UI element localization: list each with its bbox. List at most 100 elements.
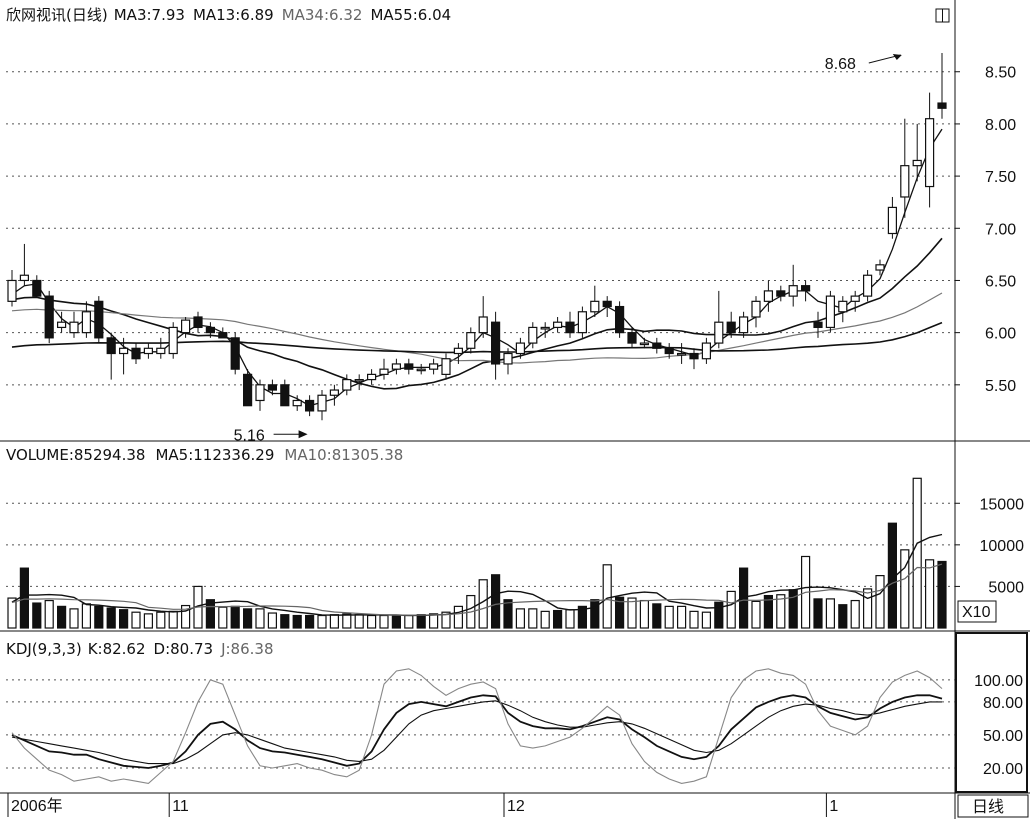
candle-up <box>416 368 426 372</box>
candle-up <box>850 295 860 302</box>
period-button[interactable]: 日线 <box>957 794 1029 818</box>
candle-down <box>627 332 637 344</box>
high-price-arrowhead <box>892 53 902 60</box>
volume-bar-down <box>230 605 240 629</box>
kdj-d-line <box>11 700 942 765</box>
volume-bar-down <box>305 614 315 629</box>
candle-down <box>404 363 414 370</box>
volume-tick-label: 5000 <box>988 579 1024 596</box>
volume-bar-up <box>218 606 228 629</box>
candle-down <box>305 399 315 412</box>
candle-down <box>230 337 240 370</box>
price-panel: 8.50 8.00 7.50 7.00 6.50 6.00 5.50 8.68 5.16 欣网… <box>6 6 1016 444</box>
volume-bar-up <box>181 604 191 629</box>
candle-up <box>540 326 550 330</box>
volume-bar-up <box>639 599 650 629</box>
candle-up <box>118 347 129 355</box>
volume-bar-up <box>776 594 786 629</box>
price-tick-label: 8.00 <box>985 117 1016 134</box>
candle-up <box>19 274 29 282</box>
candle-up <box>862 274 873 297</box>
date-label: 11 <box>172 798 189 815</box>
volume-bar-down <box>94 605 104 629</box>
volume-bar-up <box>367 614 377 629</box>
candle-up <box>900 165 910 198</box>
candle-up <box>875 264 885 271</box>
price-tick-label: 6.00 <box>985 326 1016 343</box>
date-label: 2006年 <box>11 797 63 815</box>
candle-up <box>552 321 563 329</box>
volume-bar-up <box>676 605 687 629</box>
volume-bar-down <box>788 589 798 629</box>
candle-up <box>56 321 67 329</box>
volume-tick-label: 10000 <box>980 538 1025 555</box>
candle-up <box>751 300 761 318</box>
chart-period: (日线) <box>66 6 108 24</box>
volume-bar-up <box>689 610 699 629</box>
candle-down <box>813 321 823 329</box>
candle-up <box>81 311 92 334</box>
candle-down <box>689 352 699 360</box>
volume-moving-averages <box>11 533 943 617</box>
candle-down <box>106 337 116 355</box>
date-axis: 2006年 11 12 1 <box>7 793 838 817</box>
period-button-label: 日线 <box>972 798 1004 816</box>
ma34-label: MA34:6.32 <box>282 6 363 24</box>
volume-bar-up <box>131 611 141 629</box>
kdj-axis-box <box>955 632 1028 793</box>
candle-up <box>838 300 848 313</box>
candle-up <box>676 352 687 356</box>
stock-name: 欣网视讯 <box>6 6 66 24</box>
volume-bar-down <box>838 604 848 629</box>
volume-bar-down <box>205 599 215 629</box>
candle-up <box>825 295 836 329</box>
volume-bar-down <box>243 608 253 629</box>
volume-bar-up <box>875 575 885 629</box>
kdj-tick-label: 20.00 <box>983 761 1023 778</box>
volume-bar-up <box>701 611 712 629</box>
volume-bar-up <box>602 564 612 629</box>
volume-bar-down <box>652 603 662 629</box>
candle-up <box>466 332 476 349</box>
vol-ma10-line <box>11 563 943 616</box>
candle-up <box>69 321 79 334</box>
volume-bar-up <box>342 613 352 629</box>
volume-bar-down <box>416 614 426 629</box>
candle-up <box>453 347 463 355</box>
volume-bars <box>7 477 947 629</box>
candle-up <box>590 300 600 313</box>
volume-bar-up <box>924 559 935 629</box>
candle-down <box>205 326 215 334</box>
vol-ma5-line <box>11 533 943 617</box>
volume-bar-up <box>862 588 873 629</box>
ma55-label: MA55:6.04 <box>370 6 451 24</box>
volume-bar-down <box>552 609 563 629</box>
ma13-line <box>11 237 943 390</box>
candle-down <box>193 316 203 329</box>
low-price-label: 5.16 <box>234 427 265 444</box>
volume-bar-up <box>565 609 575 629</box>
candle-down <box>280 384 290 407</box>
candle-up <box>714 321 724 344</box>
volume-bar-up <box>453 605 463 629</box>
candle-up <box>912 159 922 167</box>
volume-bar-up <box>267 612 277 629</box>
candle-up <box>788 285 798 297</box>
volume-bar-down <box>813 598 823 629</box>
volume-bar-down <box>106 607 116 629</box>
kdj-axis-ticks: 100.00 80.00 50.00 20.00 <box>974 673 1023 778</box>
volume-bar-up <box>81 603 92 629</box>
kdj-header: KDJ(9,3,3) K:82.62 D:80.73 J:86.38 <box>6 640 274 658</box>
window-toggle-icon[interactable] <box>935 8 950 23</box>
candle-down <box>664 347 674 355</box>
volume-unit-label: X10 <box>962 604 991 621</box>
price-tick-label: 6.50 <box>985 273 1016 290</box>
volume-panel: 15000 10000 5000 VOLUME:85294.38 MA5:112336… <box>6 446 1024 629</box>
volume-header: VOLUME:85294.38 MA5:112336.29 MA10:81305.3… <box>6 446 403 464</box>
candle-down <box>491 321 501 365</box>
candle-up <box>441 358 451 375</box>
volume-axis-ticks: 15000 10000 5000 <box>955 496 1024 596</box>
volume-bar-up <box>900 549 910 629</box>
candle-up <box>329 389 339 396</box>
